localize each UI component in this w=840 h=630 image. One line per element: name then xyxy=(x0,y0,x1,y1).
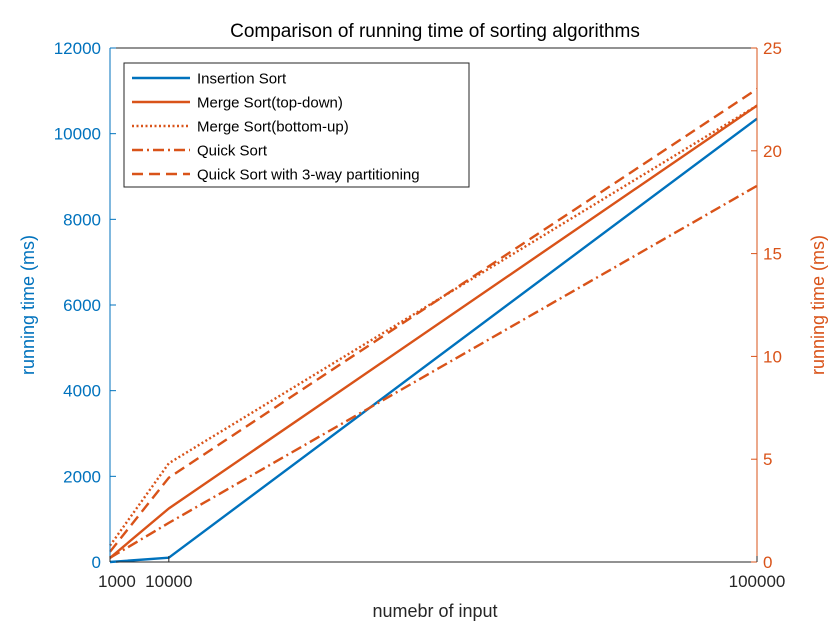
legend-label-3: Quick Sort xyxy=(197,143,268,160)
y-tick-label-left-5: 10000 xyxy=(54,125,101,144)
x-tick-label-1: 10000 xyxy=(145,572,192,591)
legend-label-2: Merge Sort(bottom-up) xyxy=(197,119,349,136)
y-tick-label-left-6: 12000 xyxy=(54,39,101,58)
series-line-3 xyxy=(109,184,758,559)
y-tick-label-left-0: 0 xyxy=(92,553,101,572)
legend: Insertion Sort Merge Sort(top-down) Merge … xyxy=(123,62,470,188)
y-tick-label-left-4: 8000 xyxy=(63,210,101,229)
y-tick-label-right-0: 0 xyxy=(763,553,772,572)
x-tick-label-0: 1000 xyxy=(98,572,136,591)
y-tick-label-right-1: 5 xyxy=(763,450,772,469)
y-tick-label-left-3: 6000 xyxy=(63,296,101,315)
x-axis-label: numebr of input xyxy=(372,601,497,621)
y-tick-label-right-3: 15 xyxy=(763,245,782,264)
y-axis-label-right: running time (ms) xyxy=(808,235,828,375)
series-line-1 xyxy=(109,104,758,559)
legend-label-1: Merge Sort(top-down) xyxy=(197,95,343,112)
y-tick-label-left-2: 4000 xyxy=(63,382,101,401)
y-axis-label-left: running time (ms) xyxy=(18,235,38,375)
y-tick-label-right-4: 20 xyxy=(763,142,782,161)
legend-label-4: Quick Sort with 3-way partitioning xyxy=(197,167,420,184)
y-tick-label-right-5: 25 xyxy=(763,39,782,58)
axes-layer: 0 2000 4000 6000 8000 10000 12000 0 5 10 15 20 25 100… xyxy=(54,39,786,591)
legend-label-0: Insertion Sort xyxy=(197,71,287,88)
y-tick-label-right-2: 10 xyxy=(763,347,782,366)
series-line-4 xyxy=(109,88,758,553)
chart-title: Comparison of running time of sorting al… xyxy=(230,21,640,42)
x-tick-label-2: 100000 xyxy=(729,572,786,591)
y-tick-label-left-1: 2000 xyxy=(63,467,101,486)
